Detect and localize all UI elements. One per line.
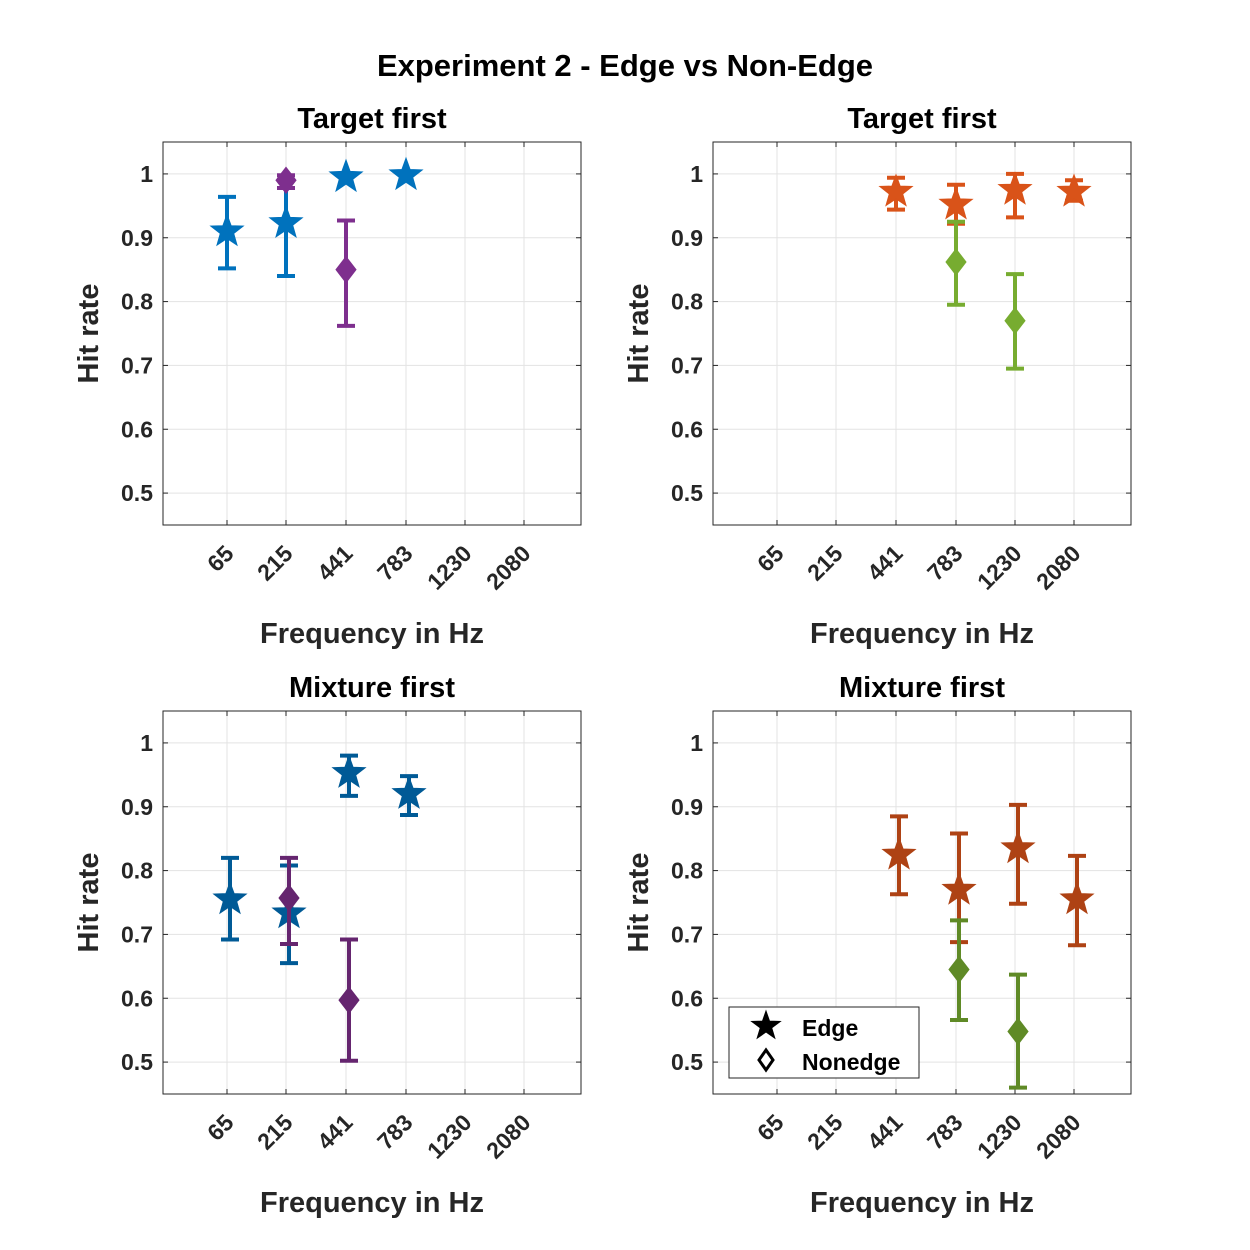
- data-point-star: [268, 204, 304, 238]
- series-diamond: [945, 219, 1026, 371]
- y-tick-label: 0.5: [671, 1049, 703, 1075]
- y-tick-label: 0.8: [121, 289, 153, 315]
- plot-area: [713, 142, 1131, 525]
- series-star: [878, 171, 1092, 226]
- y-tick-label: 0.6: [121, 416, 153, 442]
- x-axis-label: Frequency in Hz: [810, 618, 1034, 650]
- data-point-diamond: [275, 166, 297, 195]
- axes-box: [162, 141, 582, 526]
- subplot-title: Mixture first: [839, 672, 1005, 704]
- y-tick-label: 0.7: [121, 921, 153, 947]
- data-point-star: [328, 158, 364, 193]
- y-axis-label: Hit rate: [73, 284, 105, 384]
- data-point-star: [1059, 880, 1095, 915]
- y-tick-label: 0.5: [121, 480, 153, 506]
- y-tick-label: 0.6: [671, 416, 703, 442]
- y-axis-label: Hit rate: [73, 853, 105, 953]
- axes-box: [162, 710, 582, 1095]
- x-axis-label: Frequency in Hz: [810, 1187, 1034, 1219]
- legend-label-edge: Edge: [802, 1015, 858, 1041]
- series-star: [209, 156, 424, 279]
- star-icon: [750, 1009, 782, 1040]
- data-point-star: [388, 156, 424, 191]
- y-tick-label: 0.9: [671, 225, 703, 251]
- data-point-diamond: [338, 986, 360, 1014]
- figure-title: Experiment 2 - Edge vs Non-Edge: [377, 48, 873, 83]
- y-tick-label: 0.6: [121, 985, 153, 1011]
- data-point-diamond: [945, 248, 967, 276]
- data-point-diamond: [1004, 306, 1026, 335]
- data-point-diamond: [948, 955, 970, 984]
- y-tick-label: 1: [140, 730, 153, 756]
- x-axis-label: Frequency in Hz: [260, 618, 484, 650]
- y-tick-label: 0.7: [671, 921, 703, 947]
- y-axis-label: Hit rate: [623, 853, 655, 953]
- data-point-star: [881, 836, 917, 870]
- legend-box: [728, 1006, 920, 1079]
- series-star: [881, 802, 1095, 948]
- data-point-star: [938, 186, 974, 220]
- y-tick-label: 0.7: [671, 352, 703, 378]
- y-tick-label: 0.9: [671, 794, 703, 820]
- data-point-star: [212, 880, 248, 915]
- data-point-star: [1000, 829, 1036, 864]
- data-point-diamond: [278, 884, 300, 912]
- data-point-star: [997, 171, 1033, 205]
- y-tick-label: 0.8: [671, 289, 703, 315]
- y-tick-label: 0.8: [121, 858, 153, 884]
- data-point-diamond: [335, 255, 357, 284]
- data-point-star: [209, 212, 245, 247]
- diamond-icon: [757, 1047, 775, 1073]
- y-tick-label: 1: [690, 730, 703, 756]
- y-tick-label: 1: [140, 161, 153, 187]
- legend-label-nonedge: Nonedge: [802, 1049, 900, 1075]
- data-point-star: [331, 754, 367, 788]
- y-tick-label: 0.9: [121, 225, 153, 251]
- data-point-diamond: [1007, 1017, 1029, 1046]
- y-axis-label: Hit rate: [623, 284, 655, 384]
- series-diamond: [948, 918, 1029, 1090]
- axes-box: [712, 141, 1132, 526]
- data-point-star: [878, 173, 914, 207]
- subplot-title: Mixture first: [289, 672, 455, 704]
- data-point-star: [941, 871, 977, 905]
- y-tick-label: 0.5: [121, 1049, 153, 1075]
- y-tick-label: 0.7: [121, 352, 153, 378]
- y-tick-label: 0.6: [671, 985, 703, 1011]
- subplot-title: Target first: [847, 103, 997, 135]
- y-tick-label: 0.8: [671, 858, 703, 884]
- legend: Edge Nonedge: [728, 1006, 920, 1079]
- series-diamond: [275, 166, 357, 328]
- subplot-title: Target first: [297, 103, 447, 135]
- y-tick-label: 0.9: [121, 794, 153, 820]
- y-tick-label: 1: [690, 161, 703, 187]
- axes-box: [712, 710, 1132, 1095]
- plot-area: [163, 142, 581, 525]
- data-point-star: [1056, 173, 1092, 207]
- y-tick-label: 0.5: [671, 480, 703, 506]
- x-axis-label: Frequency in Hz: [260, 1187, 484, 1219]
- data-point-star: [391, 775, 427, 809]
- series-diamond: [278, 855, 360, 1063]
